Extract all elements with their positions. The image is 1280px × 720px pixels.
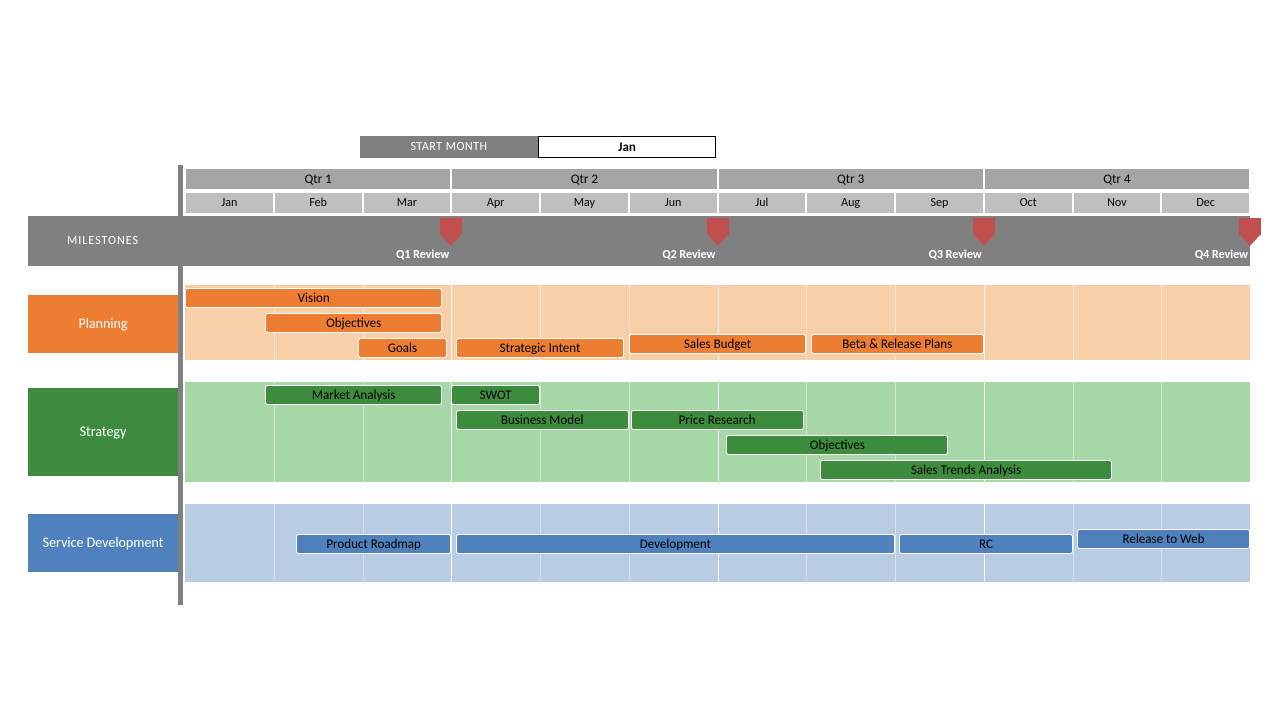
milestone-flag-icon <box>707 218 729 246</box>
task-bar[interactable]: Market Analysis <box>265 385 443 405</box>
milestone-flag-icon <box>440 218 462 246</box>
task-bar[interactable]: RC <box>899 534 1072 554</box>
month-header: Apr <box>451 192 540 214</box>
quarter-header: Qtr 4 <box>984 168 1250 190</box>
task-bar[interactable]: Release to Web <box>1077 529 1250 549</box>
swimlane-gridline <box>274 504 275 582</box>
swimlane-gridline <box>451 285 452 360</box>
task-bar[interactable]: Development <box>456 534 895 554</box>
task-bar[interactable]: Price Research <box>631 410 804 430</box>
milestone-flag-icon <box>1239 218 1261 246</box>
milestone-label: Q2 Review <box>638 248 716 262</box>
start-month-label: START MONTH <box>360 136 538 158</box>
quarter-header: Qtr 2 <box>451 168 717 190</box>
swimlane-label-strategy: Strategy <box>28 388 178 476</box>
swimlane-gridline <box>806 382 807 482</box>
swimlane-gridline <box>1073 285 1074 360</box>
month-header: Mar <box>363 192 452 214</box>
month-header: Feb <box>274 192 363 214</box>
task-bar[interactable]: Beta & Release Plans <box>811 334 984 354</box>
month-header: Jul <box>718 192 807 214</box>
task-bar[interactable]: Vision <box>185 288 442 308</box>
swimlane-gridline <box>984 285 985 360</box>
task-bar[interactable]: Goals <box>358 338 447 358</box>
task-bar[interactable]: Objectives <box>265 313 443 333</box>
milestone-label: Q4 Review <box>1170 248 1248 262</box>
task-bar[interactable]: Strategic Intent <box>456 338 625 358</box>
month-header: Aug <box>806 192 895 214</box>
task-bar[interactable]: Sales Budget <box>629 334 807 354</box>
milestone-label: Q1 Review <box>371 248 449 262</box>
month-header: Oct <box>984 192 1073 214</box>
swimlane-gridline <box>895 504 896 582</box>
month-header: Nov <box>1073 192 1162 214</box>
milestone-flag-icon <box>973 218 995 246</box>
swimlane-gridline <box>718 382 719 482</box>
task-bar[interactable]: Sales Trends Analysis <box>820 460 1113 480</box>
task-bar[interactable]: Business Model <box>456 410 629 430</box>
month-header: Dec <box>1161 192 1250 214</box>
swimlane-gridline <box>1161 382 1162 482</box>
task-bar[interactable]: Product Roadmap <box>296 534 451 554</box>
swimlane-gridline <box>629 382 630 482</box>
month-header: Jun <box>629 192 718 214</box>
month-header: May <box>540 192 629 214</box>
task-bar[interactable]: Objectives <box>726 435 948 455</box>
start-month-value[interactable]: Jan <box>538 136 716 158</box>
swimlane-label-service-development: Service Development <box>28 514 178 572</box>
task-bar[interactable]: SWOT <box>451 385 540 405</box>
swimlane-gridline <box>1161 285 1162 360</box>
swimlane-gridline <box>540 382 541 482</box>
swimlane-gridline <box>1073 504 1074 582</box>
milestones-title: MILESTONES <box>28 216 178 266</box>
swimlane-gridline <box>451 504 452 582</box>
milestone-label: Q3 Review <box>904 248 982 262</box>
swimlane-gridline <box>806 285 807 360</box>
month-header: Sep <box>895 192 984 214</box>
quarter-header: Qtr 1 <box>185 168 451 190</box>
swimlane-label-planning: Planning <box>28 295 178 353</box>
month-header: Jan <box>185 192 274 214</box>
quarter-header: Qtr 3 <box>718 168 984 190</box>
